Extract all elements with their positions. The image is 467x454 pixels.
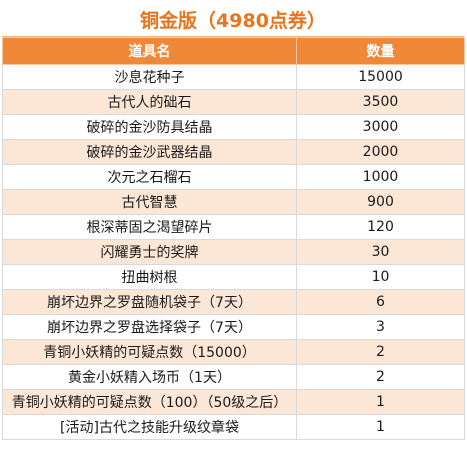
item-quantity-cell: 120 — [296, 214, 465, 240]
item-quantity-cell: 3500 — [296, 89, 465, 115]
item-quantity-cell: 3000 — [296, 114, 465, 140]
table-row: 破碎的金沙武器结晶 2000 — [2, 139, 465, 165]
table-row: 青铜小妖精的可疑点数（15000） 2 — [2, 339, 465, 365]
item-quantity-cell: 6 — [296, 289, 465, 315]
item-quantity-cell: 10 — [296, 264, 465, 290]
item-name-cell: 青铜小妖精的可疑点数（15000） — [2, 339, 297, 365]
item-name-cell: 古代智慧 — [2, 189, 297, 215]
item-table: 道具名 数量 沙息花种子 15000 古代人的础石 3500 破碎的金沙防具结晶… — [2, 37, 465, 440]
table-row: 破碎的金沙防具结晶 3000 — [2, 114, 465, 140]
item-quantity-cell: 15000 — [296, 64, 465, 90]
item-name-cell: 次元之石榴石 — [2, 164, 297, 190]
table-row: 沙息花种子 15000 — [2, 64, 465, 90]
item-quantity-cell: 1 — [296, 389, 465, 415]
table-row: 根深蒂固之渴望碎片 120 — [2, 214, 465, 240]
table-row: 古代智慧 900 — [2, 189, 465, 215]
table-row: 扭曲树根 10 — [2, 264, 465, 290]
item-quantity-cell: 2 — [296, 364, 465, 390]
table-row: 崩坏边界之罗盘随机袋子（7天） 6 — [2, 289, 465, 315]
item-quantity-cell: 30 — [296, 239, 465, 265]
item-name-cell: 破碎的金沙防具结晶 — [2, 114, 297, 140]
column-header-item-name: 道具名 — [2, 37, 297, 65]
item-quantity-cell: 3 — [296, 314, 465, 340]
table-row: 黄金小妖精入场币（1天） 2 — [2, 364, 465, 390]
table-title: 铜金版（4980点券） — [2, 2, 464, 37]
item-name-cell: [活动]古代之技能升级纹章袋 — [2, 414, 297, 440]
item-quantity-cell: 1000 — [296, 164, 465, 190]
item-name-cell: 闪耀勇士的奖牌 — [2, 239, 297, 265]
table-row: 次元之石榴石 1000 — [2, 164, 465, 190]
item-name-cell: 沙息花种子 — [2, 64, 297, 90]
item-name-cell: 破碎的金沙武器结晶 — [2, 139, 297, 165]
item-table-panel: 铜金版（4980点券） 道具名 数量 沙息花种子 15000 古代人的础石 35… — [2, 2, 465, 440]
item-name-cell: 黄金小妖精入场币（1天） — [2, 364, 297, 390]
item-name-cell: 根深蒂固之渴望碎片 — [2, 214, 297, 240]
item-quantity-cell: 2000 — [296, 139, 465, 165]
column-header-quantity: 数量 — [296, 37, 465, 65]
table-row: 闪耀勇士的奖牌 30 — [2, 239, 465, 265]
item-quantity-cell: 900 — [296, 189, 465, 215]
table-row: 崩坏边界之罗盘选择袋子（7天） 3 — [2, 314, 465, 340]
item-name-cell: 扭曲树根 — [2, 264, 297, 290]
table-row: 青铜小妖精的可疑点数（100）（50级之后） 1 — [2, 389, 465, 415]
item-name-cell: 崩坏边界之罗盘选择袋子（7天） — [2, 314, 297, 340]
item-quantity-cell: 2 — [296, 339, 465, 365]
table-row: 古代人的础石 3500 — [2, 89, 465, 115]
item-name-cell: 古代人的础石 — [2, 89, 297, 115]
item-quantity-cell: 1 — [296, 414, 465, 440]
table-header-row: 道具名 数量 — [2, 37, 465, 65]
item-name-cell: 崩坏边界之罗盘随机袋子（7天） — [2, 289, 297, 315]
table-row: [活动]古代之技能升级纹章袋 1 — [2, 414, 465, 440]
item-name-cell: 青铜小妖精的可疑点数（100）（50级之后） — [2, 389, 297, 415]
